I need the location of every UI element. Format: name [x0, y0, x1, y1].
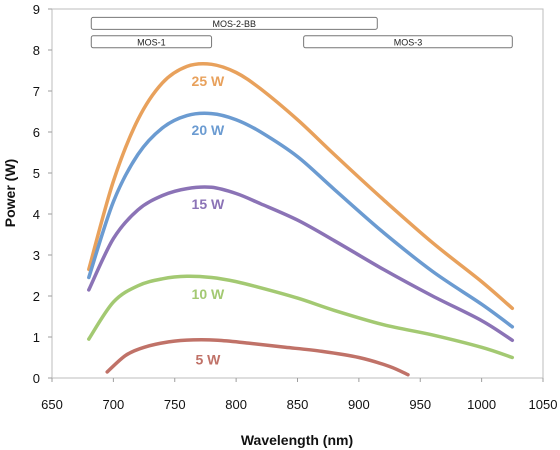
x-tick-label: 1000 — [467, 397, 496, 412]
series-line-20w — [87, 111, 515, 329]
x-tick-label: 750 — [164, 397, 186, 412]
y-tick-label: 3 — [33, 248, 40, 263]
series-label: 15 W — [192, 196, 225, 212]
range-bracket — [90, 35, 213, 49]
y-tick-label: 2 — [33, 289, 40, 304]
plot-frame — [51, 8, 544, 379]
y-axis-title: Power (W) — [2, 159, 18, 227]
range-label: MOS-2-BB — [213, 19, 257, 29]
x-tick-label: 850 — [287, 397, 309, 412]
y-tick-label: 4 — [33, 207, 40, 222]
series-label: 5 W — [195, 352, 221, 368]
x-tick-label: 800 — [225, 397, 247, 412]
series-label: 25 W — [192, 73, 225, 89]
x-tick-label: 700 — [103, 397, 125, 412]
y-tick-label: 7 — [33, 84, 40, 99]
series-line-10w — [87, 274, 515, 360]
x-tick-label: 900 — [348, 397, 370, 412]
x-tick-label: 650 — [41, 397, 63, 412]
y-tick-label: 5 — [33, 166, 40, 181]
series-line-5w — [105, 337, 410, 377]
range-label: MOS-3 — [394, 37, 423, 47]
x-tick-label: 1050 — [529, 397, 558, 412]
series-line-15w — [87, 185, 515, 343]
y-tick-label: 6 — [33, 125, 40, 140]
series-label: 20 W — [192, 122, 225, 138]
y-tick-label: 1 — [33, 330, 40, 345]
range-bracket — [90, 16, 378, 30]
y-tick-label: 0 — [33, 371, 40, 386]
y-tick-label: 8 — [33, 43, 40, 58]
y-tick-label: 9 — [33, 2, 40, 17]
range-bracket — [303, 35, 513, 49]
range-label: MOS-1 — [137, 37, 166, 47]
series-label: 10 W — [192, 286, 225, 302]
x-tick-label: 950 — [409, 397, 431, 412]
series-line-25w — [87, 61, 515, 311]
x-axis-title: Wavelength (nm) — [241, 432, 353, 448]
